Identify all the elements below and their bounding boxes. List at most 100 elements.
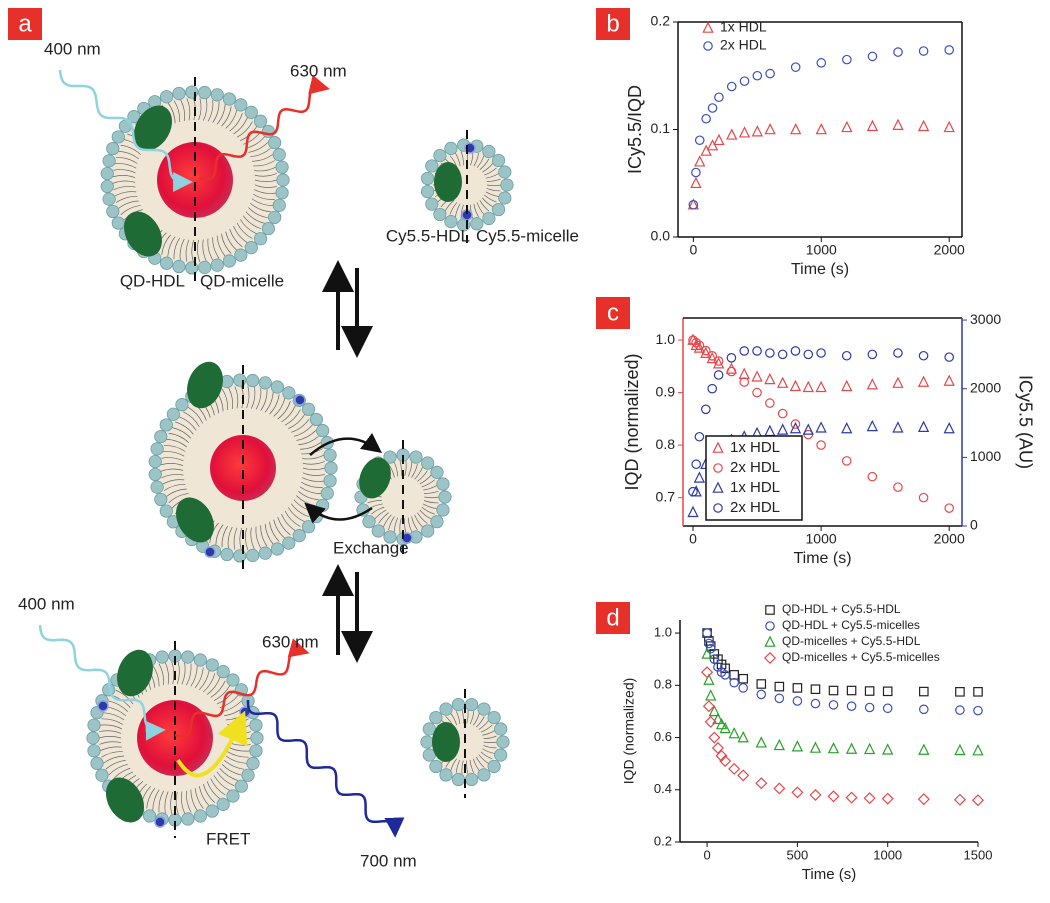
data-point xyxy=(764,372,776,385)
lipid-tail xyxy=(99,730,122,734)
lipid-tail xyxy=(450,713,458,726)
process-label: Exchange xyxy=(333,538,409,557)
cy55-dye xyxy=(294,394,306,406)
lipid-tail xyxy=(281,513,296,532)
particle-label: QD-micelle xyxy=(200,271,284,290)
lipid-head xyxy=(444,141,458,155)
lipid-tail xyxy=(382,514,392,528)
lipid-tail xyxy=(161,457,184,462)
wavelength-label: 400 nm xyxy=(18,594,75,613)
nanoparticle xyxy=(354,440,452,557)
lipid-head xyxy=(198,85,212,100)
data-point xyxy=(943,421,955,434)
lipid-tail xyxy=(302,467,326,471)
panel-box xyxy=(596,8,630,40)
lipid-tail xyxy=(483,735,497,739)
data-point xyxy=(841,421,853,434)
lipid-tail xyxy=(484,167,497,176)
lipid-tail xyxy=(466,710,469,724)
data-point xyxy=(973,687,983,697)
lipid-head xyxy=(429,759,443,774)
data-point xyxy=(789,421,802,434)
lipid-tail xyxy=(108,700,129,712)
diagram-labels: 400 nm 630 nm QD-HDL QD-micelle Cy5.5-HD… xyxy=(18,39,579,870)
lipid-tail xyxy=(202,239,207,262)
lipid-head xyxy=(409,450,423,464)
legend-label: 1x HDL xyxy=(730,479,780,496)
data-point xyxy=(892,376,904,388)
data-point xyxy=(841,120,853,133)
lipid-tail xyxy=(374,509,387,520)
lipid-head xyxy=(496,735,510,749)
lipid-tail xyxy=(171,427,192,439)
lipid-tail xyxy=(197,239,201,262)
lipid-tail xyxy=(203,98,208,121)
exchange-arrow xyxy=(304,502,373,524)
nanoparticle xyxy=(148,361,338,574)
data-point xyxy=(707,383,718,394)
lipid-tail xyxy=(99,741,122,745)
x-tick-label: 1000 xyxy=(806,242,837,258)
lipid-head xyxy=(316,424,330,438)
lipid-tail xyxy=(479,158,490,170)
y-tick-label: 0.2 xyxy=(654,833,672,848)
nanoparticle xyxy=(86,641,264,838)
lipid-tail xyxy=(152,789,160,811)
data-point xyxy=(773,738,786,751)
lipid-tail xyxy=(476,155,485,168)
data-point xyxy=(694,340,705,351)
lipid-tail xyxy=(117,200,139,209)
lipid-tail xyxy=(198,786,210,807)
lipid-tail xyxy=(203,673,216,693)
lipid-tail xyxy=(101,718,123,725)
lipid-tail xyxy=(260,389,268,411)
lipid-head xyxy=(270,380,285,394)
data-point xyxy=(707,103,718,113)
data-point xyxy=(809,741,822,753)
lipid-tail xyxy=(112,175,136,178)
lipid-tail xyxy=(173,237,180,260)
lipid-tail xyxy=(219,768,239,781)
lipid-head xyxy=(222,92,237,106)
data-point xyxy=(917,793,930,806)
lipid-tail xyxy=(173,100,181,123)
wavelength-label: 630 nm xyxy=(262,632,319,651)
data-point xyxy=(700,346,712,358)
light-ray xyxy=(174,638,310,738)
legend-label: QD-micelles + Cy5.5-micelles xyxy=(782,650,940,664)
lipid-head xyxy=(444,215,458,229)
data-point xyxy=(842,54,852,65)
lipid-tail xyxy=(450,758,457,771)
lipid-head xyxy=(362,515,376,529)
data-point xyxy=(917,375,930,387)
lipid-head xyxy=(193,653,207,667)
lipid-tail xyxy=(212,101,220,123)
lipid-head xyxy=(102,154,116,168)
data-point xyxy=(756,689,767,700)
lipid-tail xyxy=(221,764,242,776)
lipid-head xyxy=(222,254,237,268)
lipid-tail xyxy=(162,479,185,485)
lipid-tail xyxy=(417,470,428,482)
lipid-tail xyxy=(245,136,265,149)
x-tick-label: 2000 xyxy=(934,531,965,547)
data-point xyxy=(751,125,763,137)
lipid-head xyxy=(436,503,450,517)
lipid-tail xyxy=(469,711,475,725)
lipid-tail xyxy=(183,411,200,428)
lipid-tail xyxy=(215,524,224,546)
lipid-tail xyxy=(190,665,198,687)
data-point xyxy=(701,113,711,124)
lipid-tail xyxy=(239,219,258,235)
lipid-tail xyxy=(161,234,171,255)
legend-label: 2x HDL xyxy=(720,37,767,53)
data-point xyxy=(739,76,750,86)
lipid-tail xyxy=(444,200,455,212)
data-point xyxy=(703,673,715,685)
lipid-tail xyxy=(378,512,389,524)
apolipoprotein xyxy=(134,105,172,151)
data-point xyxy=(867,349,878,360)
lipid-tail xyxy=(229,112,243,132)
lipid-tail xyxy=(206,676,221,695)
data-point xyxy=(755,777,768,790)
